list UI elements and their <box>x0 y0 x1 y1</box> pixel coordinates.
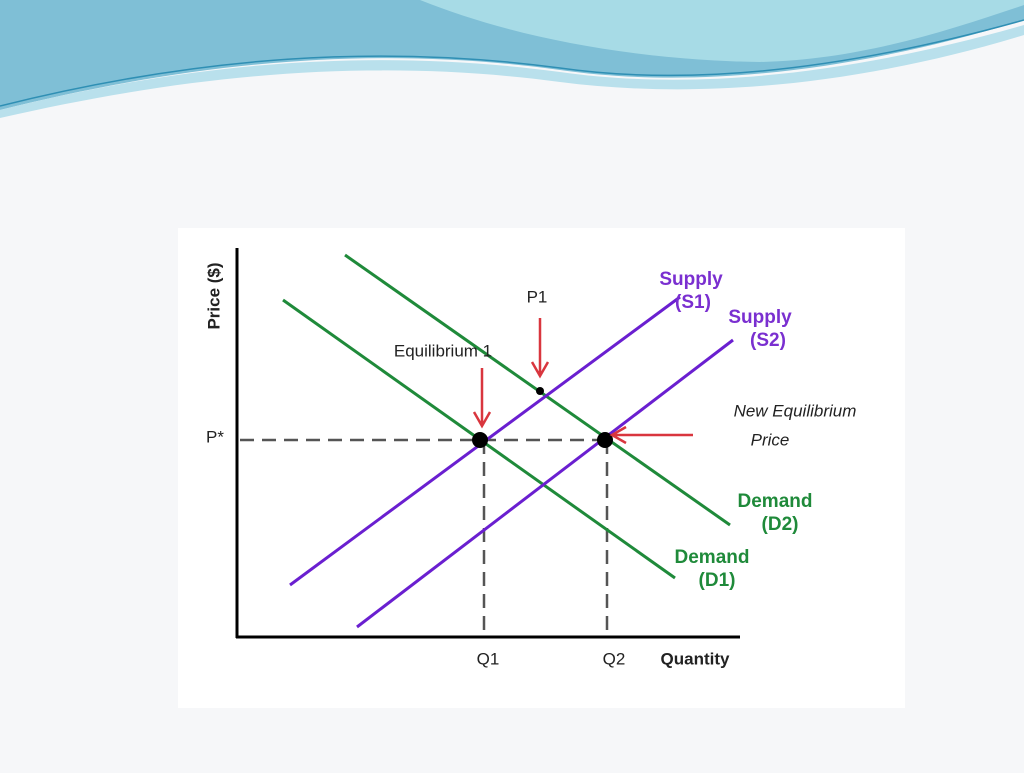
supply-id: (S1) <box>675 292 711 313</box>
y-axis-label: Price ($) <box>204 262 223 329</box>
demand-id: (D1) <box>699 570 736 591</box>
price-label: P* <box>206 427 224 446</box>
q2-label: Q2 <box>603 649 626 668</box>
demand-label: Demand <box>675 547 750 568</box>
diagram-panel <box>178 228 905 708</box>
header-wave <box>0 0 1024 118</box>
new-equilibrium-point <box>597 432 613 448</box>
supply-s2 <box>356 338 734 629</box>
x-axis-label: Quantity <box>661 649 730 668</box>
supply-id: (S2) <box>750 330 786 351</box>
supply-label: Supply <box>728 307 792 328</box>
equilibrium-point <box>472 432 488 448</box>
supply-label: Supply <box>659 269 723 290</box>
arrows <box>472 318 693 445</box>
demand-id: (D2) <box>762 514 799 535</box>
new-equilibrium-label: Price <box>751 430 790 449</box>
guide-lines <box>240 438 609 636</box>
q1-label: Q1 <box>477 649 500 668</box>
equilibrium-label: Equilibrium 1 <box>394 341 492 360</box>
p1-label: P1 <box>527 287 548 306</box>
new-equilibrium-label: New Equilibrium <box>734 401 857 420</box>
p1-point <box>536 387 544 395</box>
demand-label: Demand <box>738 491 813 512</box>
